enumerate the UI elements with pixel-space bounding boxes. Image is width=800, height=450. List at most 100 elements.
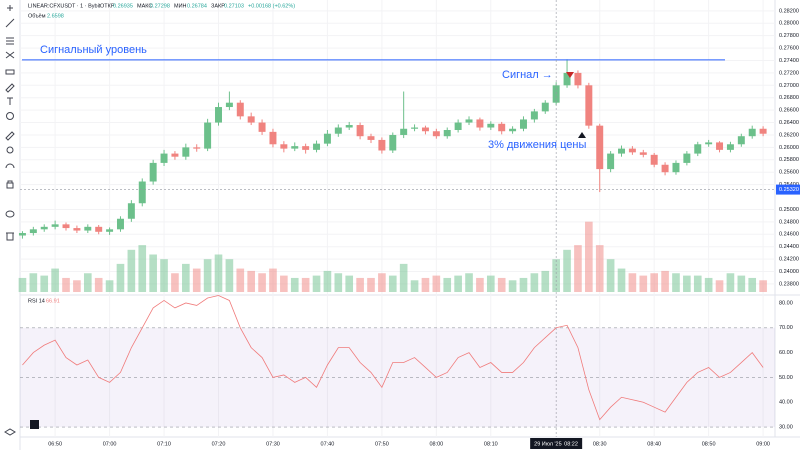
x-tick-label: 07:00 (103, 441, 117, 447)
volume-bar (182, 263, 190, 292)
y-tick-label: 0.26800 (779, 95, 799, 101)
crosshair-price-box (776, 184, 800, 195)
y-tick-label: 0.24400 (779, 244, 799, 250)
candle-body (421, 127, 429, 132)
rsi-band (20, 327, 775, 428)
volume-bar (726, 273, 735, 292)
volume-bar (574, 245, 582, 292)
candle-body (62, 224, 70, 229)
measure-tool[interactable] (5, 69, 15, 75)
lock-tool[interactable] (6, 180, 14, 189)
y-tick-label: 0.27400 (779, 58, 799, 64)
magnet-tool[interactable] (5, 163, 15, 169)
volume-bar (486, 275, 495, 292)
x-tick-label: 09:00 (756, 441, 770, 447)
y-tick-label: 0.28000 (779, 21, 799, 27)
y-tick-label: 0.24200 (779, 257, 799, 263)
rsi-tick-label: 50.00 (779, 375, 793, 381)
ohlc-value: 0.27298 (150, 3, 170, 9)
volume-bar (83, 273, 92, 292)
volume-bar (225, 259, 234, 292)
volume-bar (617, 268, 626, 292)
x-tick-label: 08:10 (484, 441, 498, 447)
rsi-tick-label: 60.00 (779, 350, 793, 356)
volume-bar (203, 259, 212, 292)
candle-body (411, 127, 419, 129)
y-tick-label: 0.23800 (779, 281, 799, 287)
ohlc-name: ОТКР (100, 3, 115, 9)
x-tick-label: 08:00 (429, 441, 443, 447)
candle-body (487, 123, 495, 128)
crosshair-time: 08:22 (564, 441, 578, 447)
y-tick-label: 0.25800 (779, 157, 799, 163)
trash-tool[interactable] (6, 232, 14, 241)
candle-body (683, 153, 691, 163)
candle-body (650, 154, 658, 165)
candle-body (563, 72, 571, 86)
volume-bar (443, 277, 452, 292)
candle-body (552, 85, 560, 103)
crosshair-time-box (530, 438, 583, 449)
volume-bar (388, 275, 397, 292)
volume-bar (269, 268, 277, 292)
volume-bar (280, 275, 288, 292)
candle-body (509, 128, 517, 132)
volume-bar (595, 245, 604, 292)
volume-name: Объём (28, 13, 46, 19)
candle-body (519, 119, 527, 129)
line-tool[interactable] (5, 18, 15, 28)
zoom-tool[interactable] (6, 146, 14, 154)
crosshair-price: 0.25320 (779, 187, 799, 193)
candle-body (258, 122, 266, 132)
volume-bar (73, 280, 81, 292)
candle-body (716, 142, 724, 150)
x-tick-label: 08:30 (593, 441, 607, 447)
volume-bar (683, 275, 691, 292)
rsi-tick-label: 30.00 (779, 424, 793, 430)
y-tick-label: 0.26000 (779, 145, 799, 151)
volume-bar (693, 275, 702, 292)
volume-bar (160, 259, 168, 292)
candle-body (51, 224, 59, 227)
candle-body (618, 148, 625, 154)
ohlc-value: 0.27103 (224, 3, 244, 9)
volume-bar (508, 280, 517, 292)
y-tick-label: 0.26200 (779, 132, 799, 138)
volume-bar (105, 280, 114, 292)
volume-bar (356, 277, 364, 292)
brush-tool[interactable] (5, 83, 15, 93)
volume-bar (628, 273, 637, 292)
x-tick-label: 07:40 (321, 441, 335, 447)
volume-bar (497, 277, 506, 292)
crosshair-tool[interactable] (7, 5, 13, 11)
candle-body (193, 147, 201, 149)
volume-bar (519, 277, 528, 292)
ohlc-value: 0.26935 (113, 3, 133, 9)
emoji-tool[interactable] (6, 112, 14, 120)
candle-body (726, 144, 734, 150)
candle-body (748, 128, 756, 137)
candle-body (705, 142, 713, 145)
eye-tool[interactable] (5, 210, 15, 218)
fib-tool[interactable] (6, 37, 14, 45)
rsi-tick-label: 40.00 (779, 400, 793, 406)
candle-body (182, 147, 190, 157)
volume-text: 2.6598 (47, 13, 64, 19)
candle-body (356, 125, 364, 137)
volume-bar (530, 273, 539, 292)
volume-bar (171, 273, 179, 292)
ruler-tool[interactable] (5, 131, 15, 141)
candle-body (247, 116, 255, 123)
y-tick-label: 0.26600 (779, 108, 799, 114)
layers-tool[interactable] (4, 428, 16, 436)
pattern-tool[interactable] (5, 51, 15, 59)
candle-body (138, 181, 146, 204)
candle-body (574, 72, 582, 86)
rsi-name: RSI 14 (28, 298, 45, 304)
text-tool[interactable] (7, 97, 13, 105)
y-tick-label: 0.25600 (779, 170, 799, 176)
sell-arrow (566, 72, 574, 78)
candle-body (432, 131, 440, 137)
